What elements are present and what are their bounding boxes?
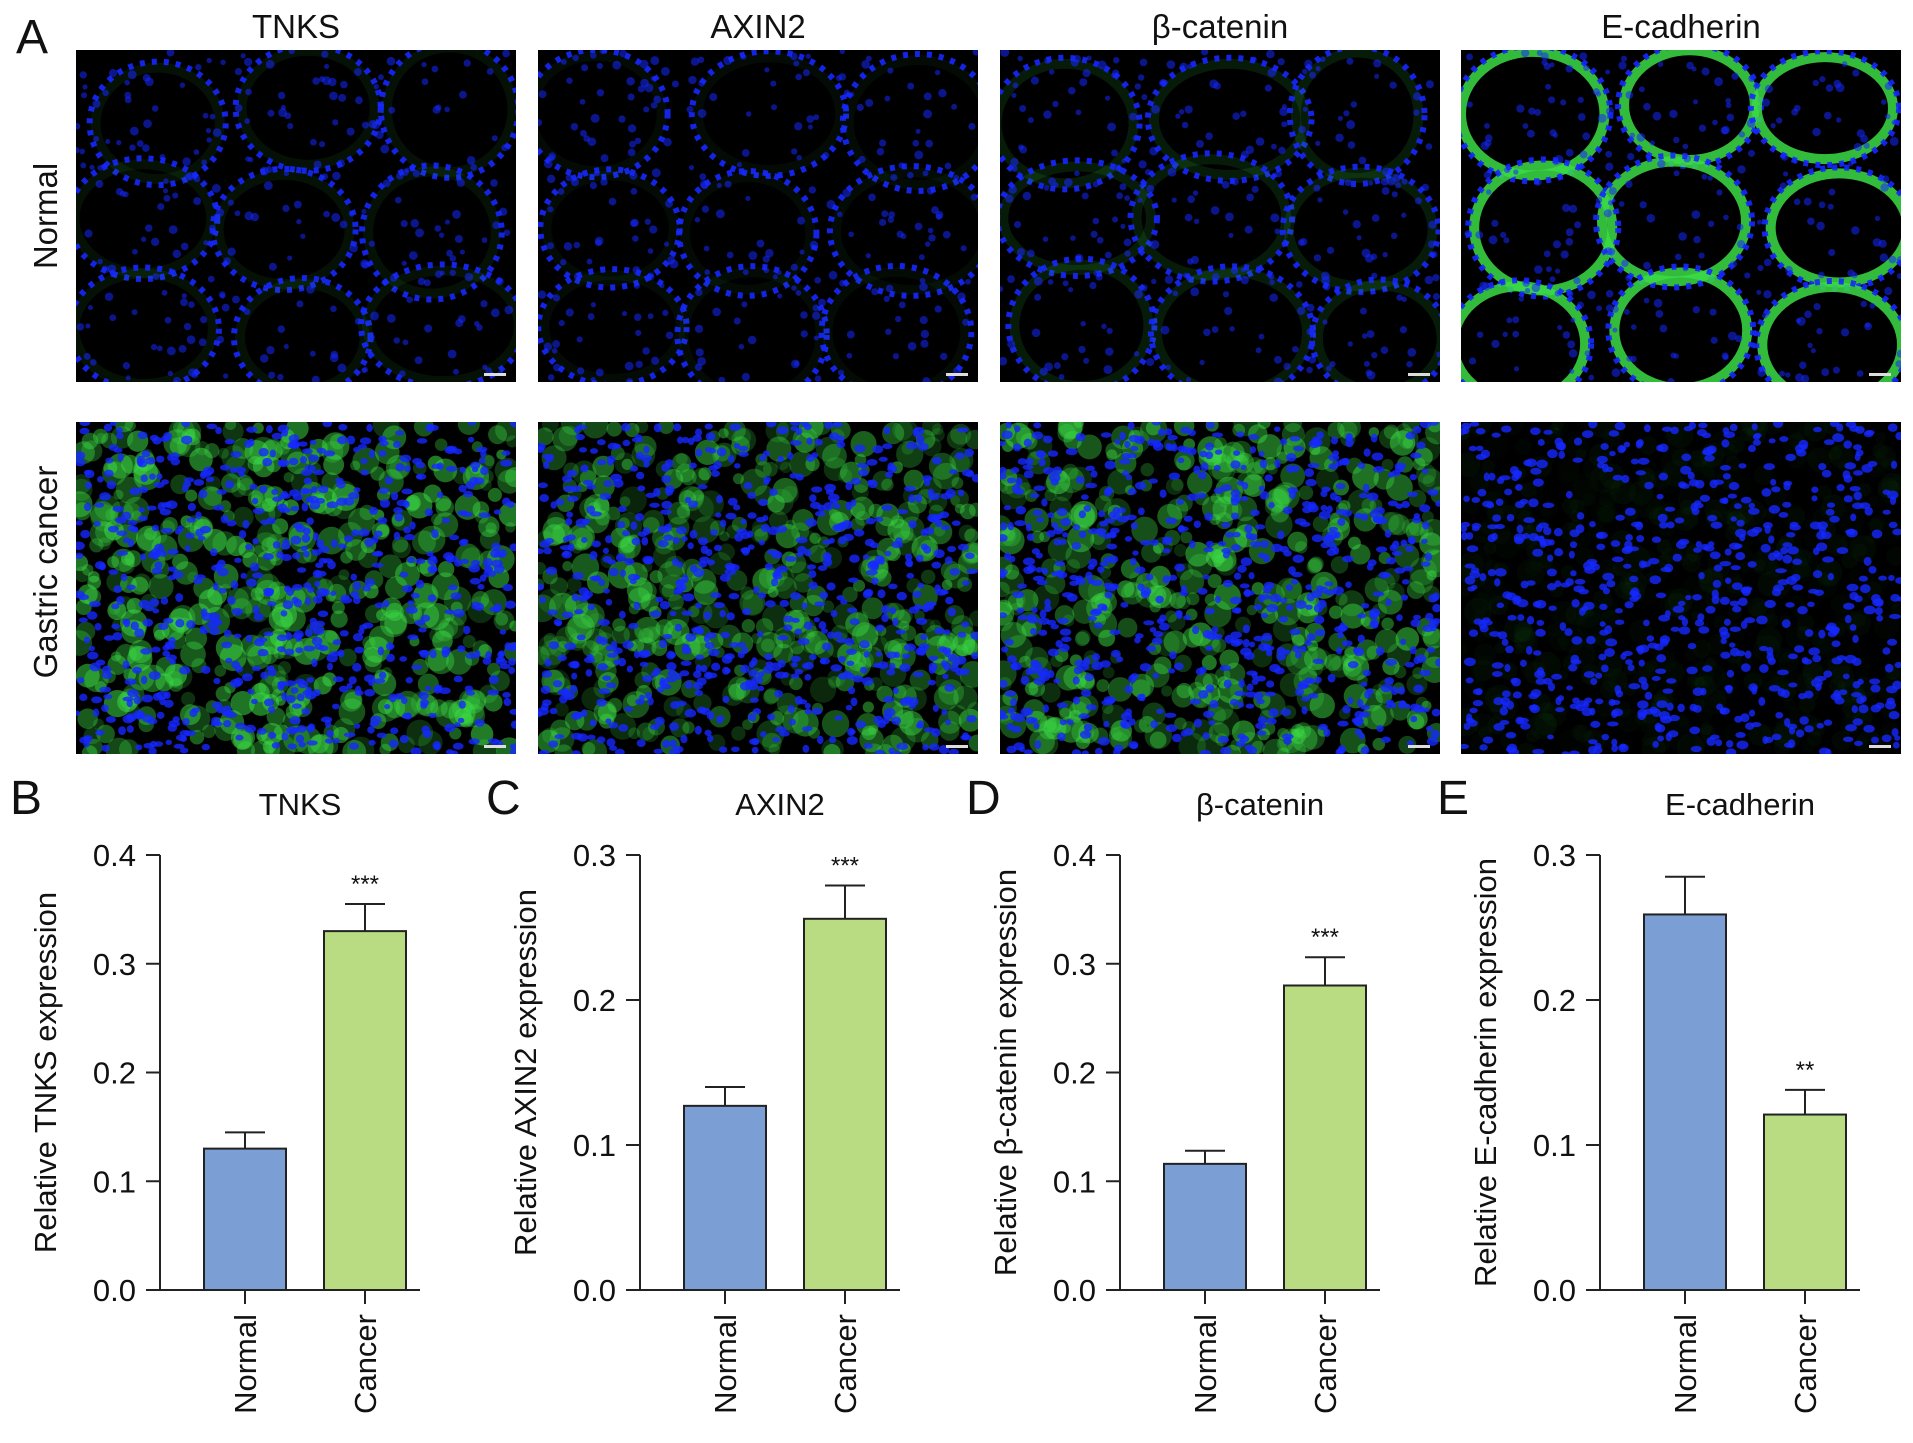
bar-cancer — [1283, 984, 1367, 1291]
bar-normal — [683, 1104, 767, 1291]
x-tick-label-cancer: Cancer — [348, 1314, 383, 1414]
panel-label-b: B — [10, 772, 43, 825]
x-tick-label-cancer: Cancer — [1308, 1314, 1343, 1414]
scale-bar — [946, 745, 968, 748]
bar-cancer — [803, 917, 887, 1292]
micrograph-normal-beta-catenin — [1000, 50, 1440, 382]
significance-label: *** — [1311, 924, 1339, 951]
chart-e-cadherin: E-cadherin Relative E-cadherin expression… — [1440, 770, 1910, 1430]
y-tick-label: 0.0 — [1533, 1273, 1576, 1308]
y-tick-label: 0.0 — [1053, 1273, 1096, 1308]
micrograph-normal-axin2 — [538, 50, 978, 382]
y-tick-label: 0.1 — [93, 1164, 136, 1199]
scale-bar — [1869, 373, 1891, 376]
y-tick-label: 0.2 — [1053, 1056, 1096, 1091]
micrograph-normal-tnks — [76, 50, 516, 382]
chart-e-cadherin-svg: E-cadherin Relative E-cadherin expression… — [1468, 787, 1860, 1414]
y-tick-label: 0.1 — [573, 1128, 616, 1163]
micrograph-gastric-cancer-axin2 — [538, 422, 978, 754]
micrograph-gastric-cancer-e-cadherin — [1461, 422, 1901, 754]
chart-title-beta-catenin: β-catenin — [1196, 787, 1324, 822]
column-title-e-cadherin: E-cadherin — [1601, 8, 1761, 45]
x-tick-label-normal: Normal — [1668, 1314, 1703, 1414]
y-tick-label: 0.3 — [93, 947, 136, 982]
column-title-tnks: TNKS — [251, 8, 340, 45]
panel-label-a: A — [16, 11, 49, 64]
scale-bar — [484, 373, 506, 376]
y-tick-label: 0.0 — [93, 1273, 136, 1308]
chart-axin2: AXIN2 Relative AXIN2 expression 0.0 0.1 0.2 0… — [480, 770, 950, 1430]
chart-tnks: TNKS Relative TNKS expression 0.0 0.1 0.2 0.3… — [0, 770, 470, 1430]
y-tick-label: 0.2 — [93, 1056, 136, 1091]
row-label-gastric-cancer: Gastric cancer — [27, 465, 64, 679]
panel-label-c: C — [486, 772, 521, 825]
y-tick-label: 0.3 — [1053, 947, 1096, 982]
y-axis-label-tnks: Relative TNKS expression — [28, 892, 63, 1253]
chart-title-tnks: TNKS — [259, 787, 342, 822]
significance-label: ** — [1796, 1057, 1815, 1084]
y-tick-label: 0.1 — [1533, 1128, 1576, 1163]
y-tick-label: 0.2 — [573, 983, 616, 1018]
x-tick-label-cancer: Cancer — [828, 1314, 863, 1414]
bar-normal — [1643, 913, 1727, 1291]
scale-bar — [484, 745, 506, 748]
column-title-axin2: AXIN2 — [710, 8, 806, 45]
chart-beta-catenin-svg: β-catenin Relative β-catenin expression 0.… — [988, 787, 1380, 1414]
y-tick-label: 0.0 — [573, 1273, 616, 1308]
x-tick-label-cancer: Cancer — [1788, 1314, 1823, 1414]
chart-title-axin2: AXIN2 — [735, 787, 825, 822]
panel-label-e: E — [1437, 772, 1470, 825]
y-tick-label: 0.3 — [1533, 838, 1576, 873]
y-tick-label: 0.2 — [1533, 983, 1576, 1018]
chart-title-e-cadherin: E-cadherin — [1665, 787, 1815, 822]
bar-normal — [1163, 1162, 1247, 1292]
y-axis-label-e-cadherin: Relative E-cadherin expression — [1468, 858, 1503, 1287]
y-axis-label-axin2: Relative AXIN2 expression — [508, 889, 543, 1256]
micrograph-gastric-cancer-tnks — [76, 422, 516, 754]
significance-label: *** — [831, 852, 859, 879]
y-tick-label: 0.3 — [573, 838, 616, 873]
y-tick-label: 0.4 — [1053, 838, 1096, 873]
x-tick-label-normal: Normal — [708, 1314, 743, 1414]
scale-bar — [1869, 745, 1891, 748]
scale-bar — [946, 373, 968, 376]
panel-label-d: D — [966, 772, 1001, 825]
row-label-normal: Normal — [27, 162, 64, 270]
scale-bar — [1408, 745, 1430, 748]
bar-normal — [203, 1147, 287, 1291]
y-tick-label: 0.4 — [93, 838, 136, 873]
scale-bar — [1408, 373, 1430, 376]
chart-tnks-svg: TNKS Relative TNKS expression 0.0 0.1 0.2 0.3… — [28, 787, 420, 1414]
x-tick-label-normal: Normal — [1188, 1314, 1223, 1414]
x-tick-label-normal: Normal — [228, 1314, 263, 1414]
significance-label: *** — [351, 871, 379, 898]
y-tick-label: 0.1 — [1053, 1164, 1096, 1199]
chart-axin2-svg: AXIN2 Relative AXIN2 expression 0.0 0.1 0.2 0… — [508, 787, 900, 1414]
bar-cancer — [1763, 1113, 1847, 1291]
y-axis-label-beta-catenin: Relative β-catenin expression — [988, 869, 1023, 1276]
bar-cancer — [323, 930, 407, 1291]
chart-beta-catenin: β-catenin Relative β-catenin expression 0.… — [960, 770, 1430, 1430]
column-title-beta-catenin: β-catenin — [1151, 8, 1289, 45]
micrograph-gastric-cancer-beta-catenin — [1000, 422, 1440, 754]
micrograph-normal-e-cadherin — [1461, 50, 1901, 382]
